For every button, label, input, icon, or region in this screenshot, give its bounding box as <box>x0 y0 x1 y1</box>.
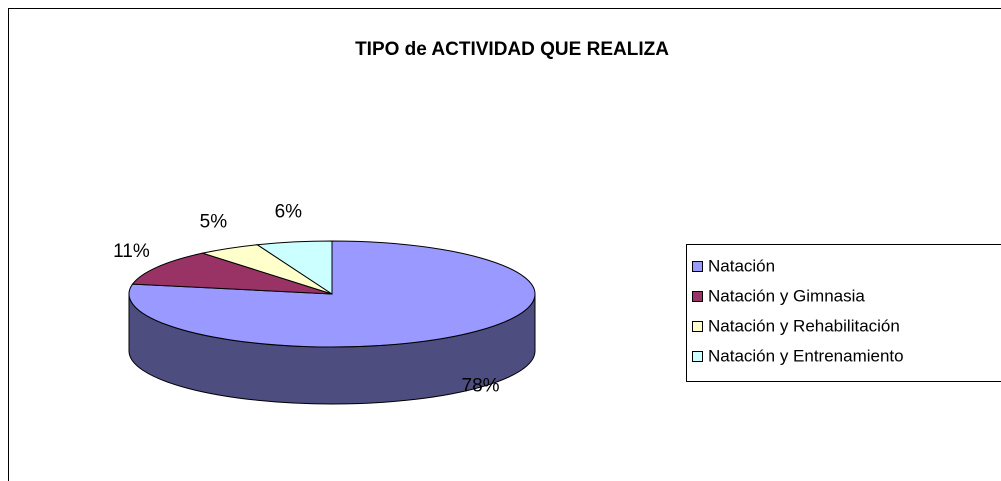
legend-label: Natación y Gimnasia <box>708 286 865 305</box>
legend-swatch <box>692 351 703 362</box>
data-label: 5% <box>200 212 228 233</box>
legend <box>686 244 1001 382</box>
chart-title: TIPO de ACTIVIDAD QUE REALIZA <box>355 39 669 60</box>
legend-label: Natación <box>708 256 775 275</box>
legend-swatch <box>692 321 703 332</box>
legend-swatch <box>692 291 703 302</box>
pie-slice <box>255 240 333 295</box>
legend-label: Natación y Rehabilitación <box>708 316 900 335</box>
legend-swatch <box>692 261 703 272</box>
data-label: 6% <box>275 201 303 222</box>
data-label: 11% <box>113 241 150 262</box>
data-label: 78% <box>462 375 500 396</box>
pie-slice <box>131 252 333 295</box>
legend-label: Natación y Entrenamiento <box>708 346 904 365</box>
